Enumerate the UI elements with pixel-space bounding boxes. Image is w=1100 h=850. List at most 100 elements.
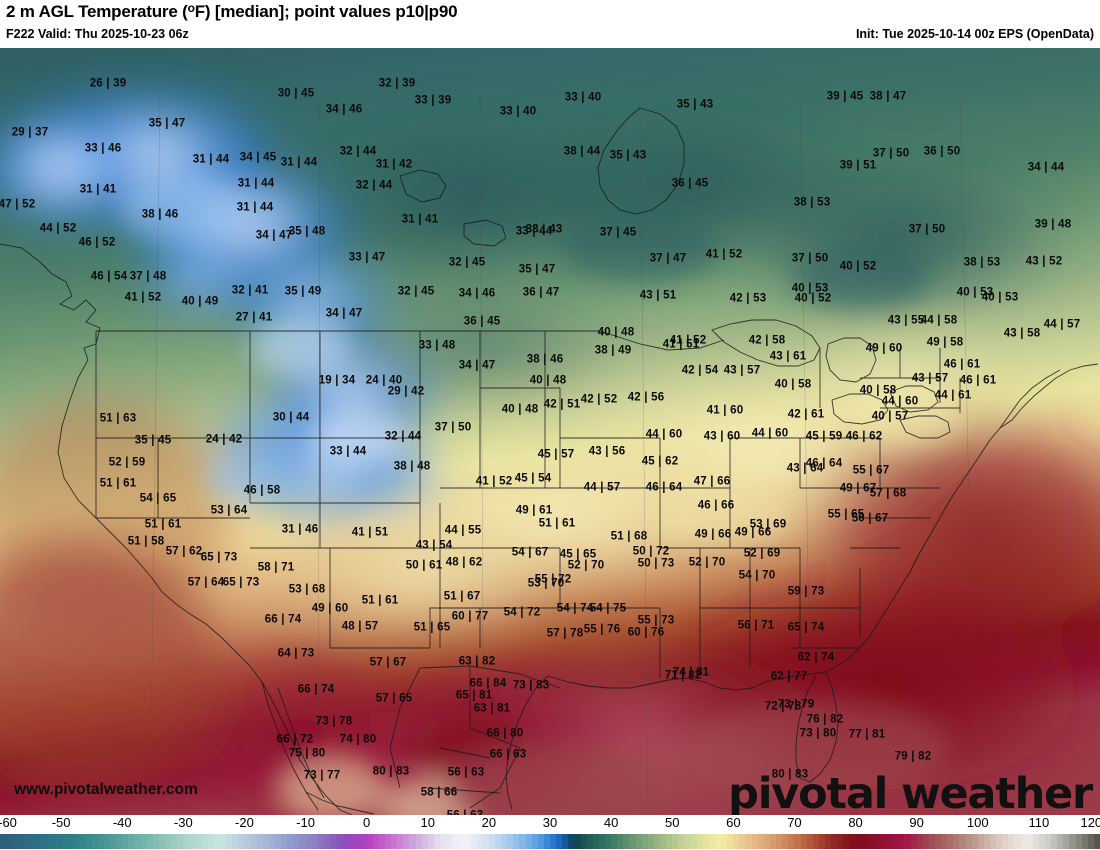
point-value-label: 50 | 67 [851, 512, 889, 525]
colorbar-cell [1069, 834, 1077, 849]
point-value-label: 34 | 47 [458, 359, 496, 372]
colorbar-cell [238, 834, 246, 849]
point-value-label: 43 | 61 [769, 350, 807, 363]
point-value-label: 62 | 74 [797, 651, 835, 664]
colorbar-cell [635, 834, 643, 849]
point-value-label: 43 | 57 [723, 364, 761, 377]
temperature-map[interactable]: 26 | 39 29 | 37 35 | 47 33 | 46 31 | 41 47 | … [0, 48, 1100, 815]
point-value-label: 39 | 45 [826, 90, 864, 103]
point-value-label: 65 | 73 [200, 551, 238, 564]
colorbar-cell [684, 834, 692, 849]
point-value-label: 48 | 57 [341, 620, 379, 633]
colorbar-cell [336, 834, 343, 849]
point-value-label: 66 | 72 [276, 733, 314, 746]
point-value-label: 43 | 55 [887, 314, 925, 327]
point-value-label: 41 | 51 [351, 526, 389, 539]
point-value-label: 51 | 61 [144, 518, 182, 531]
point-value-label: 52 | 70 [688, 556, 726, 569]
colorbar-tick: 10 [420, 815, 435, 830]
point-value-label: 49 | 66 [734, 526, 772, 539]
point-value-label: 41 | 51 [662, 338, 700, 351]
point-value-label: 35 | 43 [676, 98, 714, 111]
point-value-label: 44 | 52 [39, 222, 77, 235]
colorbar-cell [366, 834, 374, 849]
point-value-label: 37 | 50 [872, 147, 910, 160]
point-value-label: 62 | 77 [770, 670, 808, 683]
colorbar-cell [24, 834, 32, 849]
colorbar-cell [812, 834, 820, 849]
colorbar-cell [531, 834, 539, 849]
colorbar-cell [977, 834, 985, 849]
point-value-label: 49 | 60 [311, 602, 349, 615]
point-value-label: 49 | 67 [839, 482, 877, 495]
point-value-label: 42 | 51 [543, 398, 581, 411]
point-value-label: 44 | 60 [751, 427, 789, 440]
colorbar-cell [611, 834, 618, 849]
point-value-label: 27 | 41 [235, 311, 273, 324]
colorbar-cell [330, 834, 337, 849]
colorbar-cell [12, 834, 19, 849]
point-value-label: 44 | 60 [881, 395, 919, 408]
point-value-label: 54 | 74 [556, 602, 594, 615]
point-value-label: 40 | 53 [981, 291, 1019, 304]
point-value-label: 51 | 67 [443, 590, 481, 603]
colorbar-cell [598, 834, 606, 849]
point-value-label: 51 | 61 [99, 477, 137, 490]
colorbar-cell [880, 834, 887, 849]
colorbar-cell [385, 834, 392, 849]
point-value-label: 74 | 81 [672, 666, 710, 679]
colorbar-cell [177, 834, 184, 849]
point-value-label: 40 | 52 [794, 292, 832, 305]
colorbar-cell [757, 834, 765, 849]
point-value-label: 49 | 66 [694, 528, 732, 541]
colorbar-cell [1008, 834, 1016, 849]
colorbar-cell [152, 834, 160, 849]
colorbar-cell [165, 834, 172, 849]
point-value-label: 37 | 50 [434, 421, 472, 434]
colorbar-cell [727, 834, 734, 849]
colorbar-cell [250, 834, 258, 849]
colorbar-cell [763, 834, 771, 849]
colorbar-cell [323, 834, 331, 849]
colorbar-cell [48, 834, 56, 849]
colorbar-cell [708, 834, 716, 849]
point-value-label: 37 | 45 [599, 226, 637, 239]
point-value-label: 32 | 44 [339, 145, 377, 158]
point-value-label: 32 | 45 [397, 285, 435, 298]
colorbar-cell [122, 834, 129, 849]
colorbar-cell [825, 834, 832, 849]
point-value-label: 32 | 44 [355, 179, 393, 192]
colorbar-tick: 110 [1028, 815, 1050, 830]
colorbar[interactable]: -60 -50 -40 -30 -20 -10 0 10 20 30 40 50 60 70 80 90 100… [0, 815, 1100, 850]
colorbar-cell [470, 834, 478, 849]
point-value-label: 43 | 64 [786, 462, 824, 475]
colorbar-cell [910, 834, 918, 849]
point-value-label: 71 | 82 [664, 669, 702, 682]
point-value-label: 40 | 49 [181, 295, 219, 308]
colorbar-cell [446, 834, 453, 849]
point-value-label: 31 | 44 [192, 153, 230, 166]
colorbar-strip [0, 834, 1100, 849]
colorbar-cell [886, 834, 893, 849]
colorbar-cell [1002, 834, 1009, 849]
colorbar-cell [580, 834, 588, 849]
colorbar-cell [134, 834, 142, 849]
colorbar-cell [495, 834, 502, 849]
point-value-label: 43 | 56 [588, 445, 626, 458]
colorbar-cell [892, 834, 899, 849]
colorbar-cell [745, 834, 753, 849]
point-value-label: 46 | 54 [90, 270, 128, 283]
colorbar-cell [354, 834, 362, 849]
point-value-label: 52 | 59 [108, 456, 146, 469]
point-value-label: 31 | 46 [281, 523, 319, 536]
colorbar-cell [788, 834, 796, 849]
point-value-label: 66 | 63 [489, 748, 527, 761]
colorbar-cell [1051, 834, 1058, 849]
point-value-label: 63 | 81 [473, 702, 511, 715]
colorbar-tick-labels: -60 -50 -40 -30 -20 -10 0 10 20 30 40 50 60 70 80 90 100… [0, 815, 1100, 833]
colorbar-cell [79, 834, 87, 849]
colorbar-cell [103, 834, 111, 849]
point-value-label: 55 | 72 [534, 573, 572, 586]
colorbar-cell [721, 834, 728, 849]
